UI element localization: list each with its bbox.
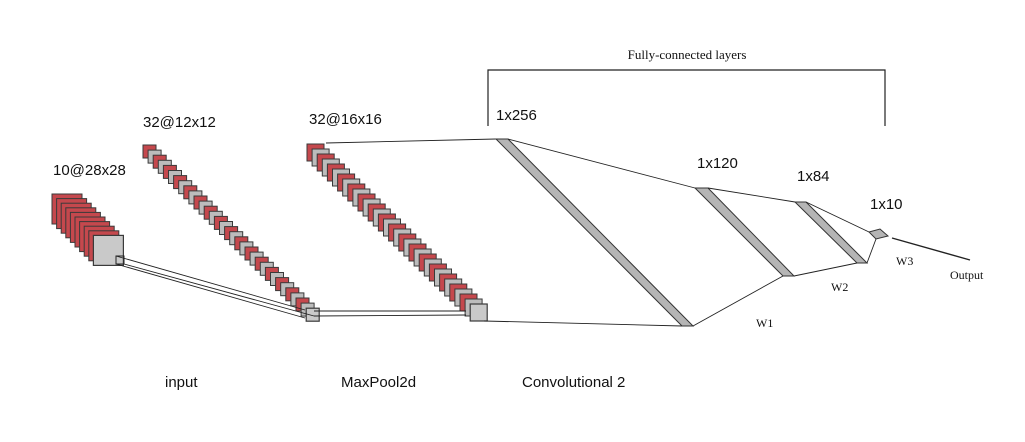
maxpool-stage-label: MaxPool2d	[341, 374, 416, 391]
fc-layer-1x84	[793, 201, 869, 264]
fc3-shape-label: 1x84	[797, 168, 830, 185]
fc2-shape-label: 1x120	[697, 155, 738, 172]
w3-label: W3	[896, 254, 913, 268]
fc4-shape-label: 1x10	[870, 196, 903, 213]
pool-to-fc1-connectors	[325, 138, 683, 327]
conv1-shape-label: 32@12x12	[143, 114, 216, 131]
feature-map	[305, 307, 320, 322]
fc-bracket-label: Fully-connected layers	[628, 47, 747, 62]
input-stage-label: input	[165, 374, 198, 391]
input-shape-label: 10@28x28	[53, 162, 126, 179]
fc-layer-1x120	[693, 187, 796, 277]
feature-map	[469, 303, 488, 322]
w2-label: W2	[831, 280, 848, 294]
pool-feature-maps	[306, 143, 488, 322]
kernel-window	[115, 255, 125, 265]
conv2-stage-label: Convolutional 2	[522, 374, 625, 391]
fc-layer-1x256	[494, 138, 695, 327]
output-label: Output	[950, 268, 984, 282]
kernel-connectors	[115, 255, 467, 319]
input-feature-maps	[51, 193, 125, 266]
conv1-feature-maps	[142, 144, 320, 322]
feature-map	[92, 234, 125, 266]
fc-connectors	[507, 138, 971, 327]
fc-bracket	[487, 69, 886, 126]
w1-label: W1	[756, 316, 773, 330]
fc-layer-1x10	[868, 228, 890, 240]
fc1-shape-label: 1x256	[496, 107, 537, 124]
pool-shape-label: 32@16x16	[309, 111, 382, 128]
